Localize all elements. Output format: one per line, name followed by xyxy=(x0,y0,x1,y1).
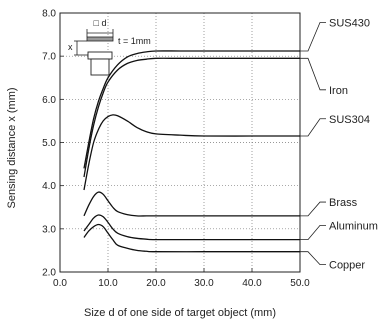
inset-t-label: t = 1mm xyxy=(118,36,151,46)
sensor-body xyxy=(90,58,110,76)
y-tick-label: 7.0 xyxy=(42,52,56,63)
leader-line-brass xyxy=(300,201,326,217)
y-tick-label: 8.0 xyxy=(42,9,56,20)
x-tick-label: 20.0 xyxy=(146,278,166,289)
series-label-iron: Iron xyxy=(329,85,348,97)
y-tick-label: 6.0 xyxy=(42,95,56,106)
y-tick-label: 5.0 xyxy=(42,138,56,149)
x-tick-label: 50.0 xyxy=(290,278,310,289)
sensor-head xyxy=(87,51,113,60)
series-line-iron xyxy=(83,57,300,178)
series-line-copper xyxy=(83,223,300,253)
series-line-aluminum xyxy=(83,214,300,241)
series-label-brass: Brass xyxy=(329,197,358,209)
series-label-copper: Copper xyxy=(329,260,365,272)
x-tick-label: 40.0 xyxy=(242,278,262,289)
y-axis-title: Sensing distance x (mm) xyxy=(6,87,18,208)
x-tick-label: 10.0 xyxy=(98,278,118,289)
series-label-aluminum: Aluminum xyxy=(329,220,378,232)
leader-line-copper xyxy=(300,251,326,266)
y-tick-label: 4.0 xyxy=(42,181,56,192)
inset-x-label: x xyxy=(68,42,73,52)
leader-line-aluminum xyxy=(300,224,326,241)
x-axis-title: Size d of one side of target object (mm) xyxy=(84,307,276,319)
series-labels: SUS430 Iron SUS304 Brass Aluminum Copper xyxy=(300,17,378,272)
y-tick-label: 3.0 xyxy=(42,224,56,235)
series-lines xyxy=(83,50,300,253)
leader-line-sus430 xyxy=(300,22,326,52)
series-line-brass xyxy=(83,191,300,217)
y-tick-label: 2.0 xyxy=(42,268,56,279)
series-label-sus304: SUS304 xyxy=(329,114,370,126)
target-plate xyxy=(86,36,114,42)
series-label-sus430: SUS430 xyxy=(329,17,370,29)
axis-ticks: 0.0 10.0 20.0 30.0 40.0 50.0 2.0 3.0 4.0 5.0 6.0 7.… xyxy=(42,9,310,290)
inset-d-label: □ d xyxy=(94,18,107,28)
x-tick-label: 30.0 xyxy=(194,278,214,289)
series-line-sus430 xyxy=(83,50,300,169)
leader-line-iron xyxy=(300,57,326,91)
sensor-diagram: □ d t = 1mm x xyxy=(68,18,151,76)
leader-line-sus304 xyxy=(300,118,326,137)
series-line-sus304 xyxy=(83,114,300,191)
x-tick-label: 0.0 xyxy=(53,278,67,289)
